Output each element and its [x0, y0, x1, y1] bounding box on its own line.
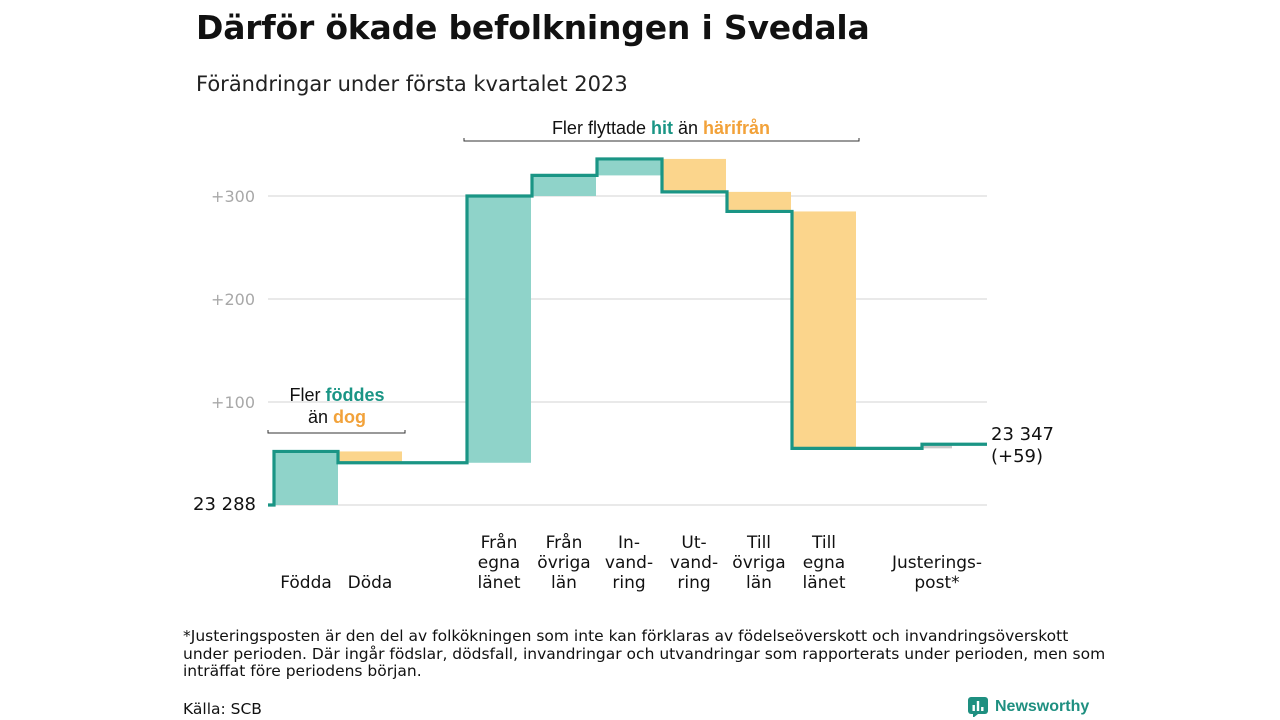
category-label-line: vand- — [670, 553, 718, 573]
category-label-line: övriga — [732, 553, 785, 573]
category-label: Döda — [348, 573, 393, 593]
annotation-text-part: hit — [651, 118, 673, 138]
page-title: Därför ökade befolkningen i Svedala — [196, 8, 870, 47]
category-label-line: Från — [546, 532, 583, 553]
category-label: Födda — [280, 573, 332, 593]
category-label-line: egna — [478, 553, 520, 573]
category-label-line: Födda — [280, 573, 332, 593]
category-label-line: Justerings- — [891, 553, 982, 573]
bar — [792, 211, 856, 449]
bar — [662, 158, 726, 192]
page-subtitle: Förändringar under första kvartalet 2023 — [196, 72, 628, 96]
births-bracket — [267, 430, 406, 434]
newsworthy-logo-icon — [968, 697, 988, 717]
annotation-text-part: dog — [333, 407, 366, 427]
footnote: *Justeringsposten är den del av folkökni… — [183, 627, 1106, 680]
category-label-line: län — [551, 573, 577, 593]
category-label-line: In- — [618, 533, 640, 553]
category-label: Ut-vand-ring — [670, 533, 718, 593]
annotation-text-part: Fler flyttade — [552, 118, 651, 138]
category-label-line: Till — [746, 533, 771, 553]
category-label-line: Döda — [348, 573, 393, 593]
source-credit: Källa: SCB — [183, 700, 262, 718]
category-label-line: ring — [612, 573, 645, 593]
category-label: Till övriga län — [732, 533, 785, 593]
annotation-text: än dog — [308, 407, 366, 427]
y-tick-label: +100 — [211, 393, 255, 412]
category-label-line: post* — [914, 573, 959, 593]
category-label-line: ring — [677, 573, 710, 593]
waterfall-chart: +100 +200 +300 23 288 23 347(+59) Födda Döda Fr… — [193, 118, 1054, 593]
category-label-line: egna — [803, 553, 845, 573]
category-label: Från egna länet — [477, 532, 520, 593]
brand-name: Newsworthy — [995, 698, 1090, 715]
category-label-line: övriga — [537, 553, 590, 573]
category-label-line: Ut- — [681, 533, 706, 553]
bar — [922, 444, 952, 449]
category-label: Justerings-post* — [891, 553, 982, 593]
y-tick-label: +200 — [211, 290, 255, 309]
annotation-text-part: Fler — [289, 385, 325, 405]
category-label-line: Till — [811, 533, 836, 553]
bar — [597, 158, 661, 176]
end-value-label: 23 347 — [991, 424, 1054, 445]
annotation-text-part: än — [673, 118, 703, 138]
step-line — [268, 157, 987, 507]
bar — [532, 175, 596, 196]
annotation-text: Fler flyttade hit än härifrån — [552, 118, 770, 138]
bar — [274, 451, 338, 505]
annotation-text-part: härifrån — [703, 118, 770, 138]
category-label: In-vand-ring — [605, 533, 653, 593]
brand[interactable]: Newsworthy — [968, 697, 1089, 717]
category-label: Till egna länet — [802, 533, 845, 593]
start-value-label: 23 288 — [193, 494, 256, 515]
y-tick-label: +300 — [211, 187, 255, 206]
category-label-line: län — [746, 573, 772, 593]
bar — [338, 451, 402, 463]
bar — [727, 191, 791, 212]
category-label-line: länet — [802, 573, 845, 593]
category-label-line: länet — [477, 573, 520, 593]
annotation-text: Fler föddes — [289, 385, 384, 405]
category-label: Från övriga län — [537, 532, 590, 593]
moves-bracket — [463, 138, 860, 142]
end-value-label: (+59) — [991, 446, 1043, 467]
category-label-line: vand- — [605, 553, 653, 573]
category-label-line: Från — [481, 532, 518, 553]
annotation-text-part: föddes — [325, 385, 384, 405]
annotation-text-part: än — [308, 407, 333, 427]
bar — [467, 196, 531, 463]
